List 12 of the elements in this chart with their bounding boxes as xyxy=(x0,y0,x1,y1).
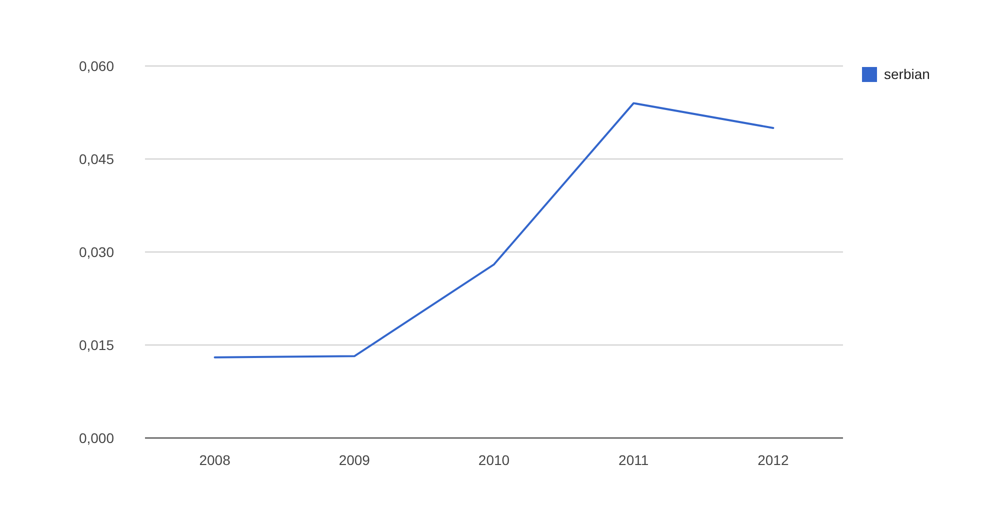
x-tick-label: 2008 xyxy=(199,452,231,468)
line-series xyxy=(214,102,774,358)
y-tick-label: 0,045 xyxy=(78,150,114,167)
x-tick-label: 2010 xyxy=(478,452,510,468)
y-tick-label: 0,015 xyxy=(78,336,114,353)
y-tick-label: 0,000 xyxy=(78,430,114,446)
x-tick-label: 2011 xyxy=(618,452,649,468)
x-tick-label: 2009 xyxy=(338,452,370,468)
y-tick-label: 0,060 xyxy=(78,58,114,74)
y-tick-label: 0,030 xyxy=(78,244,114,260)
x-tick-label: 2012 xyxy=(758,452,789,468)
legend-label: serbian xyxy=(884,66,930,82)
